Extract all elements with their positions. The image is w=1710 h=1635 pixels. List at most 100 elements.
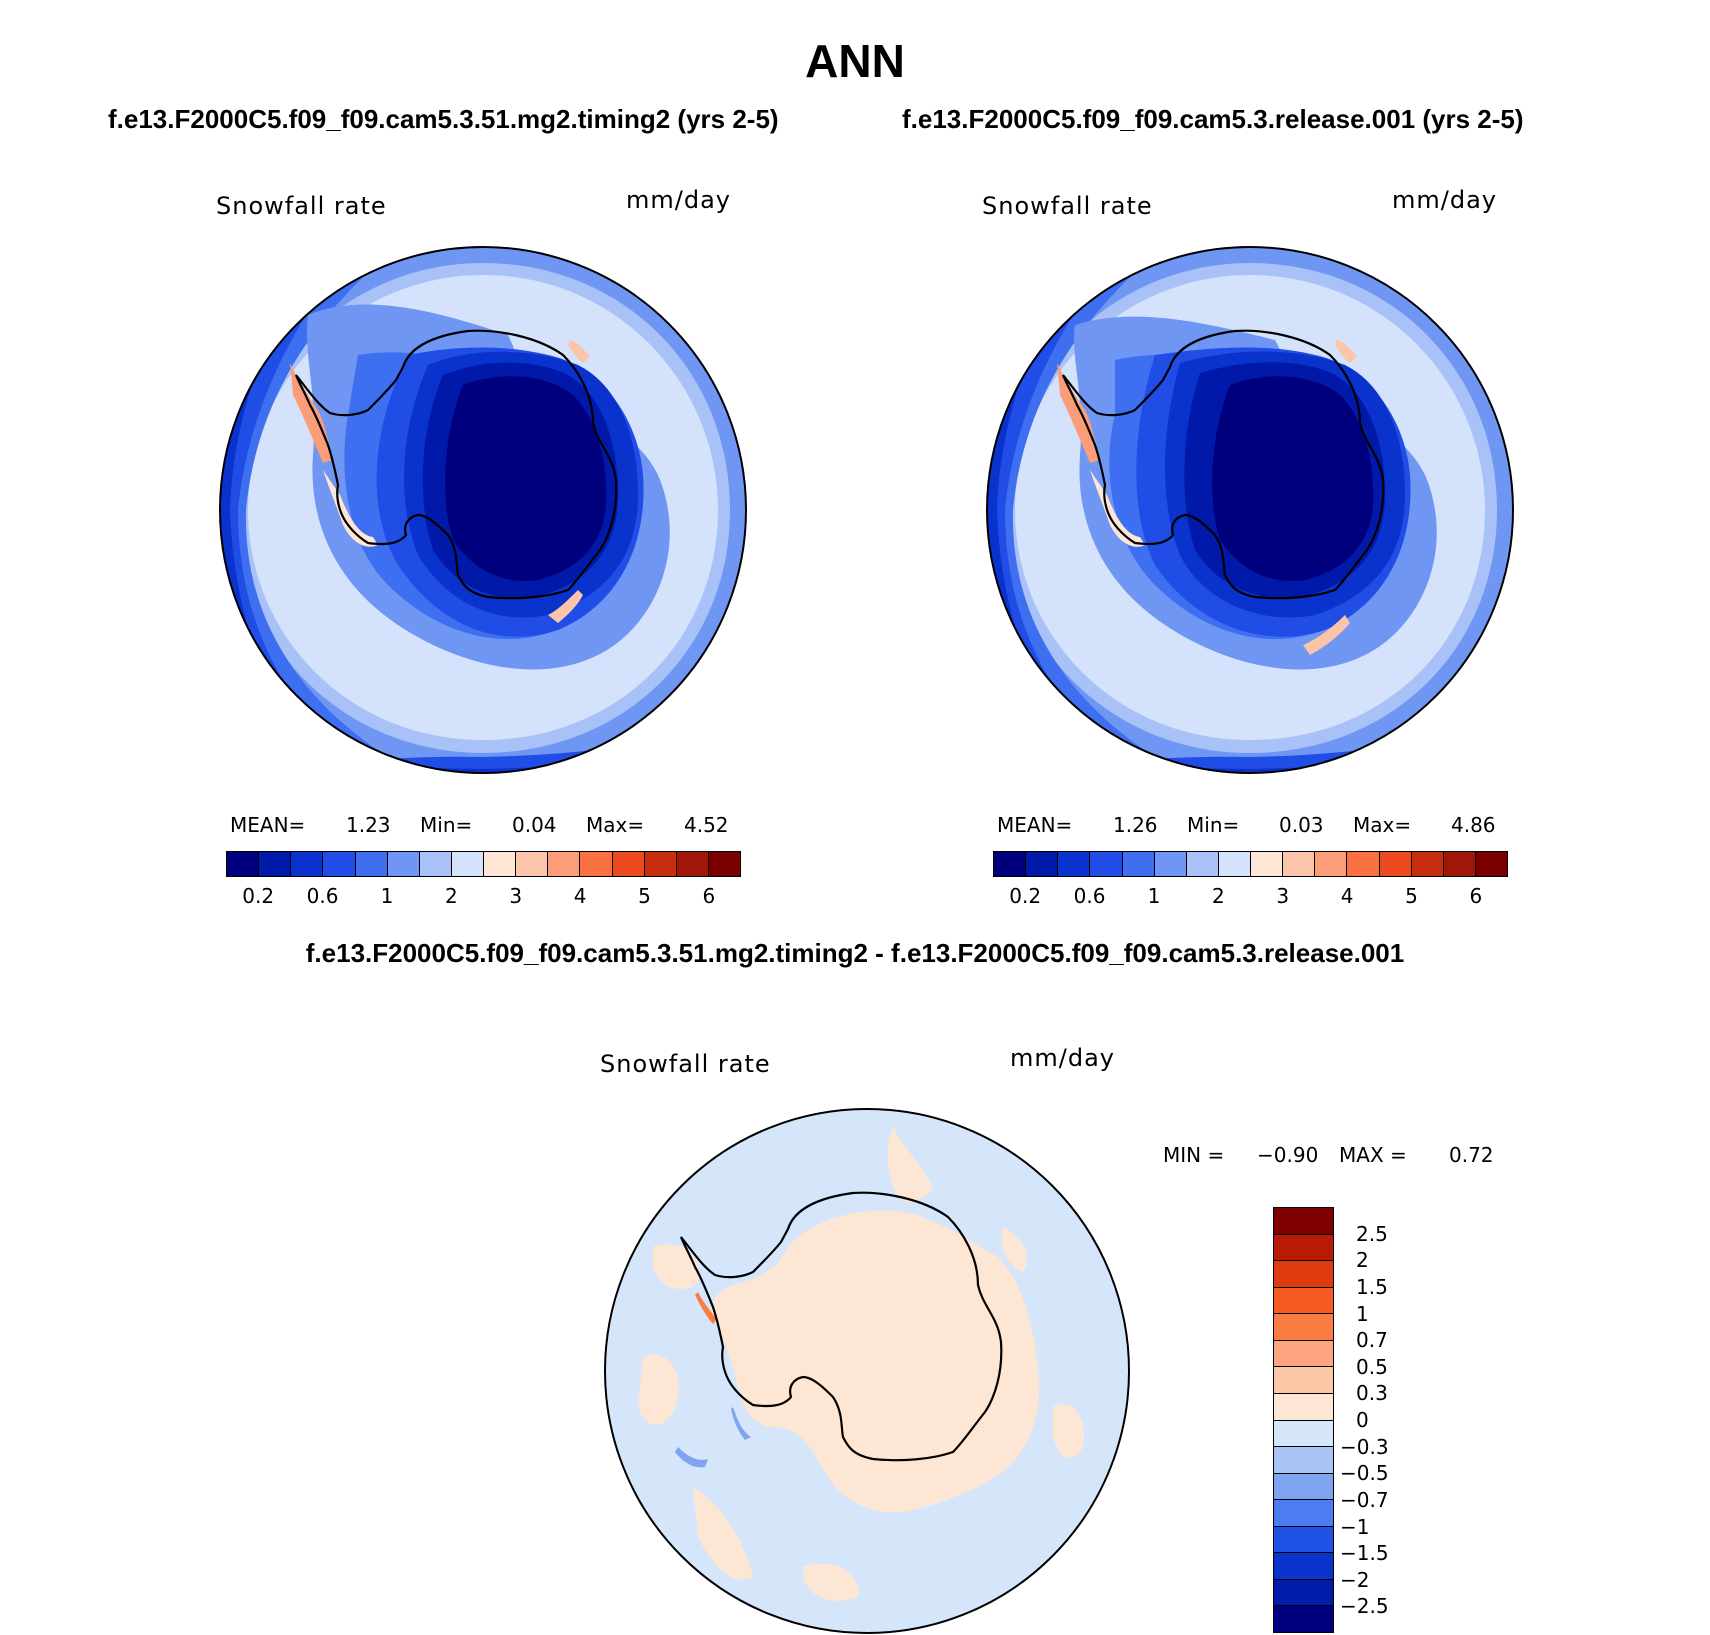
colorbar-swatch xyxy=(1274,1578,1333,1606)
colorbar-swatch xyxy=(1274,1313,1333,1340)
colorbar-swatch xyxy=(1274,1446,1333,1473)
diff-min-label: MIN = xyxy=(1163,1143,1225,1167)
colorbar-swatch xyxy=(1274,1392,1333,1420)
colorbar-swatch xyxy=(322,852,355,876)
left-min-value: 0.04 xyxy=(512,813,557,837)
colorbar-swatch xyxy=(1442,852,1475,876)
right-min-value: 0.03 xyxy=(1279,813,1324,837)
colorbar-swatch xyxy=(1153,852,1186,876)
colorbar-swatch xyxy=(1274,1472,1333,1500)
left-max-value: 4.52 xyxy=(684,813,729,837)
colorbar-swatch xyxy=(643,852,676,876)
colorbar-tick-label: −0.3 xyxy=(1340,1434,1389,1459)
colorbar-tick-label: 2 xyxy=(1356,1248,1369,1273)
left-max-label: Max= xyxy=(586,813,645,837)
colorbar-swatch xyxy=(1274,1419,1333,1447)
colorbar-tick-label: 0.2 xyxy=(1009,884,1042,908)
colorbar-swatch xyxy=(1410,852,1443,876)
colorbar-tick-label: 5 xyxy=(638,884,651,908)
colorbar-tick-label: 2.5 xyxy=(1356,1221,1388,1246)
diff-panel-title: f.e13.F2000C5.f09_f09.cam5.3.51.mg2.timi… xyxy=(305,938,1405,968)
colorbar-tick-label: 3 xyxy=(509,884,523,908)
colorbar-swatch xyxy=(579,852,612,876)
colorbar-tick-label: 2 xyxy=(444,884,458,908)
colorbar-tick-label: 1 xyxy=(380,884,394,908)
colorbar-swatch xyxy=(1057,852,1090,876)
colorbar-tick-label: −2.5 xyxy=(1340,1594,1389,1619)
colorbar-swatch xyxy=(515,852,548,876)
colorbar-tick-label: 0.7 xyxy=(1356,1328,1388,1353)
right-colorbar-ticks: 0.2 0.6 1 2 3 4 5 6 xyxy=(0,884,1710,914)
colorbar-tick-label: 5 xyxy=(1405,884,1418,908)
colorbar-swatch xyxy=(258,852,291,876)
left-colorbar xyxy=(226,851,741,877)
left-colorbar-ticks: 0.2 0.6 1 2 3 4 5 6 xyxy=(0,884,1710,914)
colorbar-swatch xyxy=(1025,852,1058,876)
colorbar-tick-label: 1 xyxy=(1147,884,1161,908)
colorbar-tick-label: 3 xyxy=(1276,884,1290,908)
left-min-label: Min= xyxy=(420,813,473,837)
figure-title: ANN xyxy=(805,35,905,87)
colorbar-swatch xyxy=(1346,852,1379,876)
colorbar-swatch xyxy=(611,852,644,876)
diff-max-label: MAX = xyxy=(1339,1143,1407,1167)
left-mean-value: 1.23 xyxy=(346,813,391,837)
right-max-value: 4.86 xyxy=(1451,813,1496,837)
diff-variable-label: Snowfall rate xyxy=(600,1050,771,1078)
colorbar-swatch xyxy=(418,852,451,876)
diff-max-value: 0.72 xyxy=(1449,1143,1494,1167)
colorbar-tick-label: −1.5 xyxy=(1340,1541,1389,1566)
colorbar-swatch xyxy=(707,852,740,876)
left-units-label: mm/day xyxy=(626,186,731,214)
right-panel-title: f.e13.F2000C5.f09_f09.cam5.3.release.001… xyxy=(902,104,1524,134)
right-min-label: Min= xyxy=(1187,813,1240,837)
colorbar-tick-label: 6 xyxy=(1469,884,1483,908)
colorbar-swatch xyxy=(1314,852,1347,876)
colorbar-tick-label: −1 xyxy=(1340,1514,1370,1539)
colorbar-swatch xyxy=(1274,1499,1333,1526)
colorbar-tick-label: 0 xyxy=(1356,1408,1369,1432)
colorbar-tick-label: −0.7 xyxy=(1340,1487,1389,1512)
colorbar-swatch xyxy=(450,852,483,876)
right-units-label: mm/day xyxy=(1392,186,1497,214)
left-panel-title: f.e13.F2000C5.f09_f09.cam5.3.51.mg2.timi… xyxy=(108,104,779,134)
colorbar-swatch xyxy=(1121,852,1154,876)
right-colorbar xyxy=(993,851,1508,877)
colorbar-tick-label: 4 xyxy=(1340,884,1354,908)
colorbar-tick-label: 0.3 xyxy=(1356,1381,1388,1406)
colorbar-swatch xyxy=(1274,1525,1333,1553)
colorbar-tick-label: 1.5 xyxy=(1356,1274,1388,1299)
colorbar-swatch xyxy=(547,852,580,876)
colorbar-swatch xyxy=(1474,852,1507,876)
colorbar-swatch xyxy=(290,852,323,876)
right-mean-label: MEAN= xyxy=(997,813,1073,837)
diff-colorbar-ticks: 2.5 2 1.5 1 0.7 0.5 0.3 0 −0.3 −0.5 −0.7 −1 −1.5 −2 −2… xyxy=(1340,1207,1460,1633)
diff-min-value: −0.90 xyxy=(1257,1143,1319,1167)
colorbar-swatch xyxy=(1185,852,1218,876)
colorbar-tick-label: 0.5 xyxy=(1356,1354,1388,1379)
colorbar-swatch xyxy=(1282,852,1315,876)
colorbar-tick-label: 0.6 xyxy=(306,884,339,908)
colorbar-swatch xyxy=(483,852,516,876)
diff-polar-map xyxy=(604,1108,1130,1634)
left-polar-map xyxy=(219,246,747,774)
diff-colorbar xyxy=(1273,1207,1334,1633)
colorbar-swatch xyxy=(1274,1286,1333,1314)
colorbar-tick-label: 1 xyxy=(1356,1301,1369,1326)
colorbar-tick-label: −0.5 xyxy=(1340,1461,1389,1486)
colorbar-tick-label: 0.6 xyxy=(1073,884,1106,908)
colorbar-swatch xyxy=(994,852,1026,876)
colorbar-swatch xyxy=(1274,1260,1333,1287)
colorbar-tick-label: −2 xyxy=(1340,1567,1370,1592)
colorbar-swatch xyxy=(675,852,708,876)
colorbar-tick-label: 6 xyxy=(702,884,716,908)
diff-units-label: mm/day xyxy=(1010,1044,1115,1072)
colorbar-swatch xyxy=(1274,1366,1333,1393)
colorbar-swatch xyxy=(1274,1552,1333,1579)
left-variable-label: Snowfall rate xyxy=(216,192,387,220)
right-polar-map xyxy=(986,246,1514,774)
colorbar-swatch xyxy=(386,852,419,876)
colorbar-tick-label: 4 xyxy=(573,884,587,908)
colorbar-tick-label: 0.2 xyxy=(242,884,275,908)
right-max-label: Max= xyxy=(1353,813,1412,837)
